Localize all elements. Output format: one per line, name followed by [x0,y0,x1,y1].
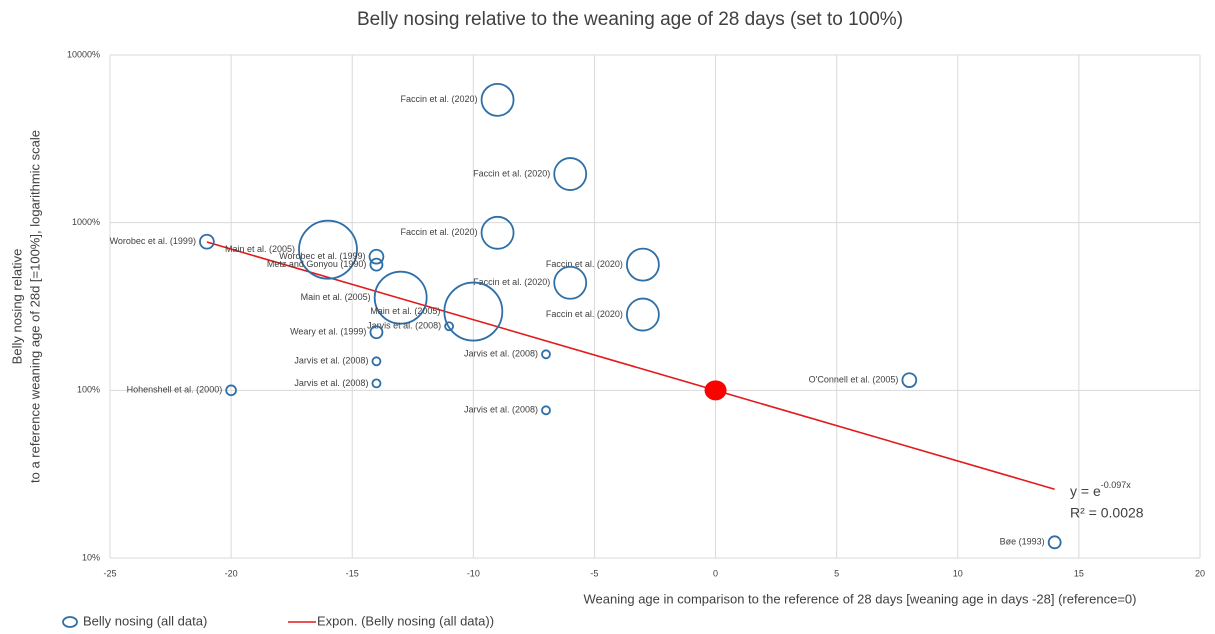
bubble [553,265,588,300]
x-tick-label: -20 [225,568,238,578]
x-tick-label: 0 [713,568,718,578]
x-tick-label: 15 [1074,568,1084,578]
y-axis-title: to a reference weaning age of 28d [=100%… [27,130,42,483]
bubble [1047,535,1062,550]
bubble [480,215,515,250]
equation-base: y = e [1070,483,1101,499]
bubble [371,378,382,389]
bubble [541,405,551,416]
data-label: Weary et al. (1999) [290,327,366,337]
x-axis-title: Weaning age in comparison to the referen… [584,591,1137,606]
bubble [373,270,428,325]
data-label: Faccin et al. (2020) [473,168,550,178]
data-label: Main et al. (2005) [225,244,295,254]
trendline [206,241,1055,490]
bubble [369,325,384,340]
x-tick-label: 10 [953,568,963,578]
y-axis-title: Belly nosing relative [9,249,24,365]
data-label: Main et al. (2005) [370,306,440,316]
reference-point [704,380,727,401]
data-label: Faccin et al. (2020) [546,309,623,319]
x-tick-label: -10 [467,568,480,578]
bubble [541,349,551,360]
legend-label: Belly nosing (all data) [83,613,207,628]
data-label: Faccin et al. (2020) [401,227,478,237]
data-label: Faccin et al. (2020) [401,94,478,104]
bubble [625,297,660,332]
y-tick-label: 100% [77,385,100,395]
bubble [553,157,588,191]
chart-title: Belly nosing relative to the weaning age… [357,9,903,30]
data-label: Hohenshell et al. (2000) [127,385,223,395]
bubble [443,281,504,342]
data-label: Worobec et al. (1999) [110,236,196,246]
data-label: Jarvis et al. (2008) [367,321,441,331]
data-label: Bøe (1993) [1000,537,1045,547]
x-tick-label: 5 [834,568,839,578]
x-tick-label: -5 [590,568,598,578]
data-label: Jarvis et al. (2008) [294,378,368,388]
bubble [369,257,384,272]
bubble [371,356,382,367]
x-tick-label: 20 [1195,568,1205,578]
bubble [199,233,215,250]
legend-label: Expon. (Belly nosing (all data)) [317,613,494,628]
legend-marker [62,616,78,628]
data-label: Metz and Gonyou (1990) [267,259,367,269]
x-tick-label: -25 [103,568,116,578]
data-label: Main et al. (2005) [301,292,371,302]
data-label: Worobec et al. (1999) [279,251,365,261]
trend-equation: y = e-0.097x [1070,480,1131,498]
data-label: Jarvis et al. (2008) [464,349,538,359]
y-tick-label: 10% [82,552,100,562]
y-tick-label: 10000% [67,49,100,59]
bubble [901,372,918,388]
bubble [368,248,385,265]
data-label: Faccin et al. (2020) [473,277,550,287]
data-label: Jarvis et al. (2008) [464,405,538,415]
bubble [480,82,515,117]
data-label: Jarvis et al. (2008) [294,356,368,366]
x-tick-label: -15 [346,568,359,578]
bubble [625,247,660,282]
bubble [225,384,237,397]
equation-exponent: -0.097x [1101,480,1132,490]
bubble [298,219,358,280]
trend-r2: R² = 0.0028 [1070,505,1144,521]
y-tick-label: 1000% [72,217,100,227]
bubble [444,321,455,332]
data-label: O'Connell et al. (2005) [809,375,899,385]
data-label: Faccin et al. (2020) [546,259,623,269]
